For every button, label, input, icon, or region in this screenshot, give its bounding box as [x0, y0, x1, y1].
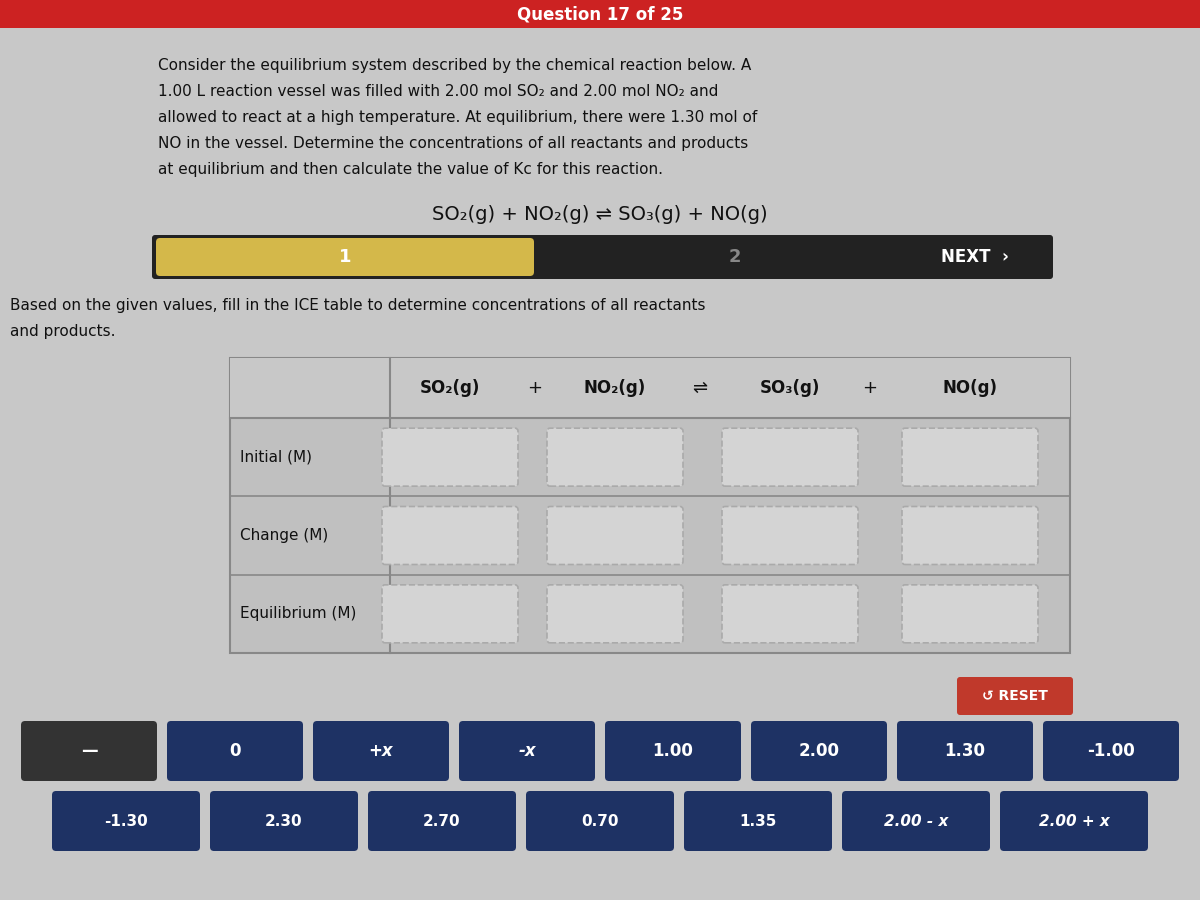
Text: —: — — [80, 742, 97, 760]
Text: NO₂(g): NO₂(g) — [584, 379, 646, 397]
Text: NEXT  ›: NEXT › — [941, 248, 1009, 266]
Text: 2.00 - x: 2.00 - x — [884, 814, 948, 829]
FancyBboxPatch shape — [382, 585, 518, 643]
FancyBboxPatch shape — [547, 507, 683, 564]
FancyBboxPatch shape — [52, 791, 200, 851]
Text: Based on the given values, fill in the ICE table to determine concentrations of : Based on the given values, fill in the I… — [10, 298, 706, 313]
Text: +: + — [863, 379, 877, 397]
FancyBboxPatch shape — [1000, 791, 1148, 851]
Text: +x: +x — [368, 742, 394, 760]
FancyBboxPatch shape — [722, 507, 858, 564]
Text: 2.30: 2.30 — [265, 814, 302, 829]
Text: SO₃(g): SO₃(g) — [760, 379, 820, 397]
FancyBboxPatch shape — [526, 791, 674, 851]
FancyBboxPatch shape — [22, 721, 157, 781]
FancyBboxPatch shape — [902, 507, 1038, 564]
Text: 1.00: 1.00 — [653, 742, 694, 760]
Text: Question 17 of 25: Question 17 of 25 — [517, 5, 683, 23]
Text: 1.35: 1.35 — [739, 814, 776, 829]
FancyBboxPatch shape — [1043, 721, 1178, 781]
Text: -x: -x — [518, 742, 536, 760]
Text: 2: 2 — [728, 248, 742, 266]
FancyBboxPatch shape — [958, 677, 1073, 715]
Text: at equilibrium and then calculate the value of Kc for this reaction.: at equilibrium and then calculate the va… — [158, 162, 662, 177]
FancyBboxPatch shape — [902, 428, 1038, 486]
FancyBboxPatch shape — [605, 721, 742, 781]
FancyBboxPatch shape — [230, 358, 1070, 418]
FancyBboxPatch shape — [230, 358, 1070, 653]
FancyBboxPatch shape — [722, 585, 858, 643]
FancyBboxPatch shape — [547, 428, 683, 486]
FancyBboxPatch shape — [722, 428, 858, 486]
Text: ↺ RESET: ↺ RESET — [982, 689, 1048, 703]
Text: -1.30: -1.30 — [104, 814, 148, 829]
Text: Consider the equilibrium system described by the chemical reaction below. A: Consider the equilibrium system describe… — [158, 58, 751, 73]
Text: SO₂(g) + NO₂(g) ⇌ SO₃(g) + NO(g): SO₂(g) + NO₂(g) ⇌ SO₃(g) + NO(g) — [432, 205, 768, 224]
Text: -1.00: -1.00 — [1087, 742, 1135, 760]
FancyBboxPatch shape — [458, 721, 595, 781]
Text: 2.70: 2.70 — [424, 814, 461, 829]
Text: 1.30: 1.30 — [944, 742, 985, 760]
FancyBboxPatch shape — [842, 791, 990, 851]
Text: and products.: and products. — [10, 324, 115, 339]
Text: 2.00 + x: 2.00 + x — [1039, 814, 1109, 829]
Text: 1.00 L reaction vessel was filled with 2.00 mol SO₂ and 2.00 mol NO₂ and: 1.00 L reaction vessel was filled with 2… — [158, 84, 719, 99]
FancyBboxPatch shape — [210, 791, 358, 851]
Text: Change (M): Change (M) — [240, 528, 329, 543]
Text: 2.00: 2.00 — [798, 742, 840, 760]
FancyBboxPatch shape — [684, 791, 832, 851]
FancyBboxPatch shape — [368, 791, 516, 851]
FancyBboxPatch shape — [167, 721, 302, 781]
Text: Equilibrium (M): Equilibrium (M) — [240, 607, 356, 621]
FancyBboxPatch shape — [902, 585, 1038, 643]
Text: SO₂(g): SO₂(g) — [420, 379, 480, 397]
Text: ⇌: ⇌ — [692, 379, 708, 397]
Text: +: + — [528, 379, 542, 397]
FancyBboxPatch shape — [0, 0, 1200, 28]
FancyBboxPatch shape — [313, 721, 449, 781]
FancyBboxPatch shape — [547, 585, 683, 643]
Text: NO(g): NO(g) — [942, 379, 997, 397]
FancyBboxPatch shape — [152, 235, 1054, 279]
Text: 0.70: 0.70 — [581, 814, 619, 829]
FancyBboxPatch shape — [382, 507, 518, 564]
Text: NO in the vessel. Determine the concentrations of all reactants and products: NO in the vessel. Determine the concentr… — [158, 136, 749, 151]
Text: 1: 1 — [338, 248, 352, 266]
Text: 0: 0 — [229, 742, 241, 760]
FancyBboxPatch shape — [156, 238, 534, 276]
FancyBboxPatch shape — [382, 428, 518, 486]
Text: allowed to react at a high temperature. At equilibrium, there were 1.30 mol of: allowed to react at a high temperature. … — [158, 110, 757, 125]
FancyBboxPatch shape — [751, 721, 887, 781]
Text: Initial (M): Initial (M) — [240, 450, 312, 464]
FancyBboxPatch shape — [898, 721, 1033, 781]
